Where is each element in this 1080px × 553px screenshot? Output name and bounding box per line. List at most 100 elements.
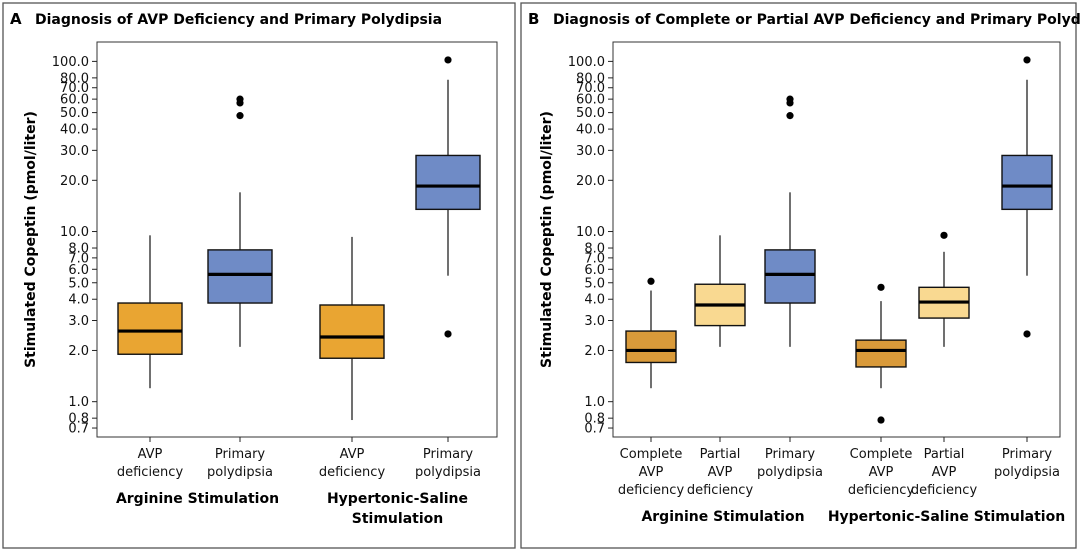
category-label: Partial AVP deficiency (687, 447, 754, 498)
box (117, 302, 183, 355)
box (207, 249, 273, 304)
box-plot: Primary polydipsia (207, 95, 273, 480)
panel-frame (2, 2, 516, 549)
y-tick-label: 8.0 (584, 242, 605, 257)
panel-title: Diagnosis of AVP Deficiency and Primary … (35, 12, 442, 28)
group-label: Hypertonic-Saline Stimulation (327, 491, 468, 527)
y-tick-label: 30.0 (576, 144, 605, 159)
category-label-line: Partial (924, 447, 965, 462)
category-label-line: Primary (1002, 447, 1053, 462)
category-label: Primary polydipsia (757, 447, 823, 480)
y-tick-label: 7.0 (584, 251, 605, 266)
y-tick-label: 4.0 (68, 293, 89, 308)
panel-title: Diagnosis of Complete or Partial AVP Def… (553, 12, 1080, 28)
plot-frame (96, 41, 498, 438)
category-label: AVP deficiency (319, 447, 386, 480)
y-tick-label: 50.0 (576, 106, 605, 121)
category-label-line: AVP (639, 465, 664, 480)
outlier-point (940, 231, 948, 239)
category-label-line: AVP (708, 465, 733, 480)
box (764, 249, 816, 304)
box-plot: AVP deficiency (117, 235, 184, 480)
category-label-line: polydipsia (994, 465, 1060, 480)
y-tick-label: 80.0 (576, 71, 605, 86)
y-tick-label: 1.0 (68, 395, 89, 410)
y-tick-label: 5.0 (584, 276, 605, 291)
category-label-line: deficiency (117, 465, 184, 480)
y-tick-label: 3.0 (584, 314, 605, 329)
box (625, 330, 677, 364)
y-axis-label: Stimulated Copeptin (pmol/liter) (23, 111, 39, 368)
category-label: Complete AVP deficiency (848, 447, 915, 498)
group-label: Arginine Stimulation (641, 509, 804, 525)
box (1001, 154, 1053, 211)
y-tick-label: 20.0 (60, 174, 89, 189)
category-label-line: AVP (869, 465, 894, 480)
y-tick-label: 2.0 (68, 344, 89, 359)
category-label-line: polydipsia (415, 465, 481, 480)
y-axis: 0.70.8 1.0 2.0 3.0 4.0 5.06.07.08.0 10.0 20.0 30… (568, 55, 613, 437)
y-tick-label: 60.0 (576, 93, 605, 108)
y-tick-label: 5.0 (68, 276, 89, 291)
box-plot: Partial AVP deficiency (911, 231, 978, 498)
category-label-line: deficiency (911, 483, 978, 498)
category-label-line: deficiency (618, 483, 685, 498)
category-label: Primary polydipsia (415, 447, 481, 480)
category-label-line: polydipsia (207, 465, 273, 480)
box (415, 154, 481, 211)
category-label: Primary polydipsia (207, 447, 273, 480)
panel-frame (520, 2, 1077, 549)
y-axis-label: Stimulated Copeptin (pmol/liter) (539, 111, 555, 368)
category-label-line: AVP (932, 465, 957, 480)
box-plot: Primary polydipsia (994, 56, 1060, 480)
group-label-line: Hypertonic-Saline (327, 491, 468, 507)
category-label-line: AVP (138, 447, 163, 462)
group-label: Arginine Stimulation (116, 491, 279, 507)
group-label-line: Arginine Stimulation (641, 509, 804, 525)
group-1: AVP deficiency Primary polydipsia Arginine S… (116, 95, 279, 507)
y-tick-label: 0.8 (68, 412, 89, 427)
y-tick-label: 100.0 (52, 55, 89, 70)
y-tick-label: 80.0 (60, 71, 89, 86)
outlier-point (236, 95, 244, 103)
category-label-line: Complete (850, 447, 913, 462)
outlier-point (786, 95, 794, 103)
category-label-line: Primary (423, 447, 474, 462)
y-tick-label: 10.0 (60, 225, 89, 240)
y-tick-label: 6.0 (68, 263, 89, 278)
outlier-point (444, 330, 452, 338)
y-tick-label: 40.0 (576, 123, 605, 138)
category-label-line: Primary (765, 447, 816, 462)
y-tick-label: 10.0 (576, 225, 605, 240)
panel-b: B Diagnosis of Complete or Partial AVP De… (520, 2, 1080, 549)
category-label-line: Complete (620, 447, 683, 462)
group-label-line: Stimulation (352, 511, 443, 527)
y-tick-label: 0.8 (584, 412, 605, 427)
y-tick-label: 60.0 (60, 93, 89, 108)
group-2: Complete AVP deficiency Partial AVP deficienc… (828, 56, 1065, 525)
outlier-point (444, 56, 452, 64)
y-tick-label: 6.0 (584, 263, 605, 278)
box (855, 339, 907, 368)
plot-frame (612, 41, 1061, 438)
category-label-line: deficiency (687, 483, 754, 498)
category-label: AVP deficiency (117, 447, 184, 480)
y-tick-label: 0.7 (584, 422, 605, 437)
group-label: Hypertonic-Saline Stimulation (828, 509, 1065, 525)
category-label-line: deficiency (848, 483, 915, 498)
category-label-line: Primary (215, 447, 266, 462)
box (319, 304, 385, 359)
y-tick-label: 50.0 (60, 106, 89, 121)
outlier-point (1023, 330, 1031, 338)
group-label-line: Hypertonic-Saline Stimulation (828, 509, 1065, 525)
group-1: Complete AVP deficiency Partial AVP deficienc… (618, 95, 823, 525)
y-tick-label: 3.0 (68, 314, 89, 329)
y-tick-label: 1.0 (584, 395, 605, 410)
y-tick-label: 20.0 (576, 174, 605, 189)
group-label-line: Arginine Stimulation (116, 491, 279, 507)
y-tick-label: 0.7 (68, 422, 89, 437)
outlier-point (1023, 56, 1031, 64)
outlier-point (877, 283, 885, 291)
